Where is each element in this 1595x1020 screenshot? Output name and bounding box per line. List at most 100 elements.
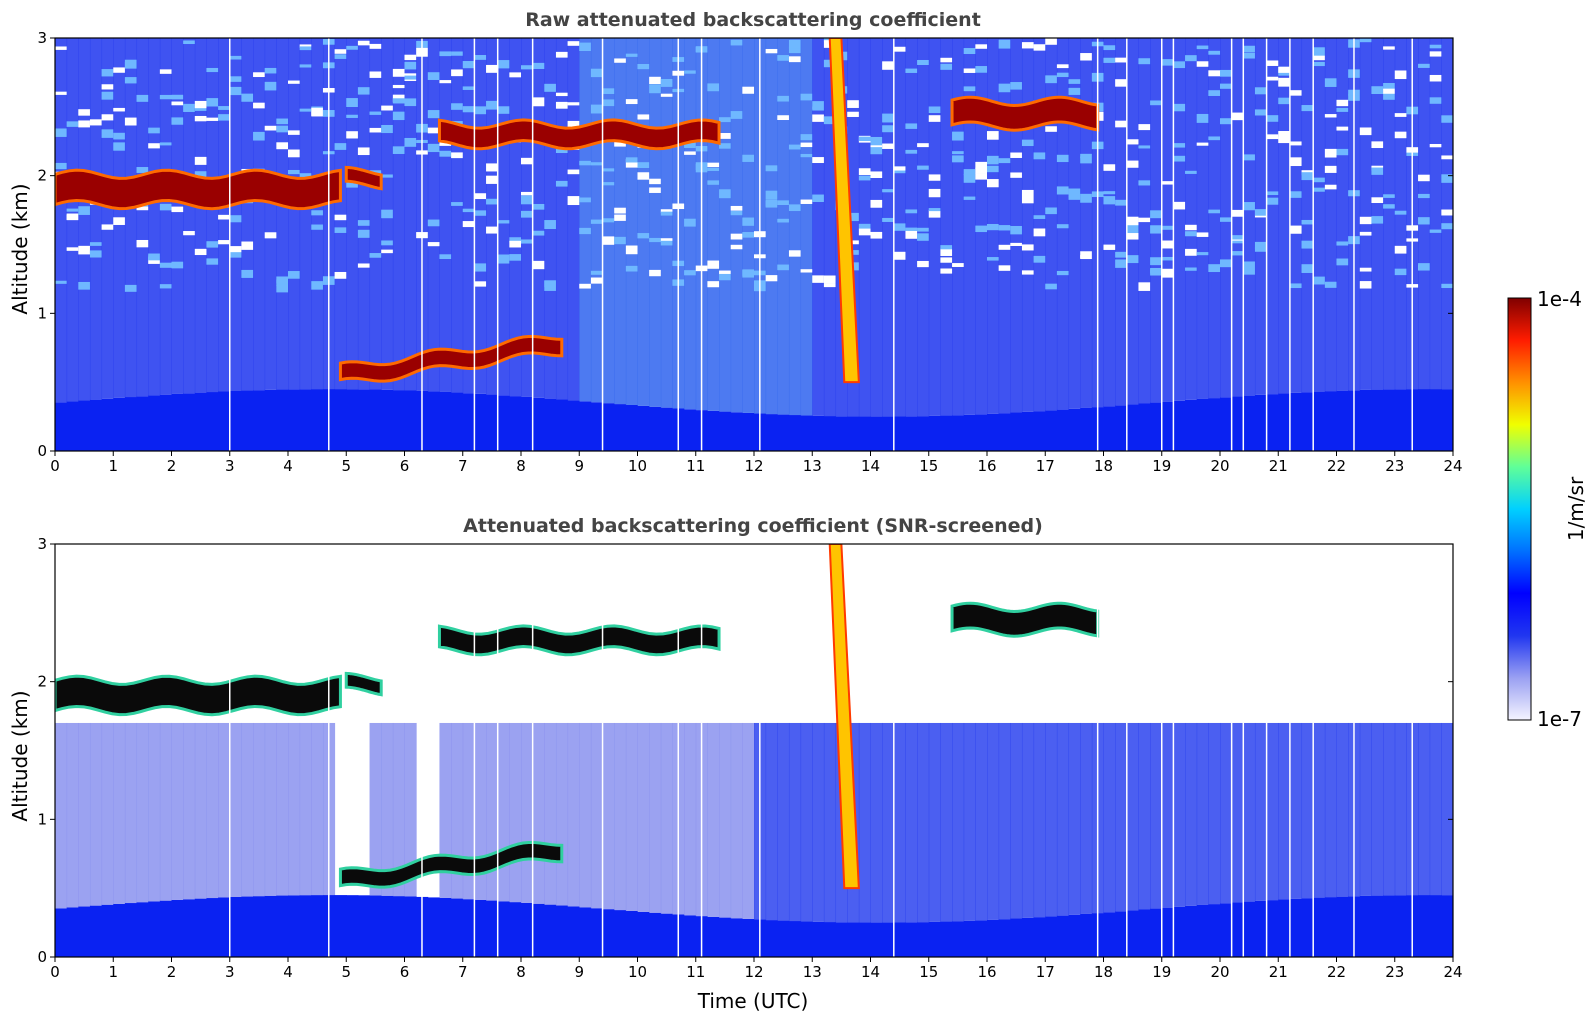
signal-noise-cell: [649, 722, 662, 913]
noise-speckle: [381, 240, 394, 246]
signal-noise-cell: [1056, 722, 1070, 916]
noise-speckle: [1045, 75, 1058, 84]
aerosol-boundary-layer-cell: [1033, 411, 1046, 451]
noise-speckle: [1243, 261, 1256, 271]
noise-speckle: [113, 132, 126, 140]
noise-speckle: [870, 142, 883, 150]
aerosol-boundary-layer-cell: [625, 910, 638, 957]
noise-speckle: [963, 196, 976, 200]
noise-speckle: [1359, 38, 1372, 43]
noise-speckle: [346, 182, 359, 188]
noise-speckle: [1080, 153, 1093, 159]
aerosol-boundary-layer-cell: [987, 919, 1000, 957]
noise-speckle: [1033, 44, 1046, 51]
noise-speckle: [299, 46, 312, 51]
signal-noise-cell: [78, 38, 91, 401]
noise-speckle: [882, 143, 895, 149]
noise-speckle: [357, 147, 371, 156]
signal-noise-cell: [823, 722, 837, 923]
aerosol-boundary-layer-cell: [1418, 389, 1431, 451]
cloud-layer: [55, 168, 342, 211]
signal-noise-cell: [998, 722, 1011, 920]
noise-speckle: [882, 189, 895, 193]
noise-speckle: [299, 108, 312, 112]
noise-speckle: [241, 241, 254, 250]
noise-speckle: [497, 220, 510, 224]
aerosol-boundary-layer-cell: [253, 390, 266, 451]
aerosol-boundary-layer-cell: [1313, 391, 1326, 451]
noise-speckle: [241, 93, 254, 102]
aerosol-boundary-layer-cell: [1021, 411, 1035, 451]
noise-speckle: [1045, 126, 1058, 132]
signal-noise-cell: [963, 722, 976, 921]
noise-speckle: [1289, 283, 1303, 289]
colorbar-min-label: 1e-7: [1537, 707, 1582, 731]
signal-noise-cell: [404, 722, 417, 897]
noise-speckle: [1418, 193, 1431, 199]
noise-speckle: [1033, 228, 1046, 237]
noise-speckle: [159, 142, 172, 146]
aerosol-boundary-layer-cell: [835, 416, 848, 451]
aerosol-boundary-layer-cell: [1278, 393, 1291, 451]
noise-speckle: [427, 219, 440, 227]
signal-noise-cell: [1324, 38, 1337, 392]
noise-speckle: [346, 98, 359, 107]
signal-noise-cell: [288, 38, 301, 390]
colorbar-max-label: 1e-4: [1537, 287, 1582, 311]
signal-noise-cell: [1033, 38, 1046, 412]
noise-speckle: [299, 64, 312, 68]
noise-speckle: [812, 157, 825, 164]
noise-speckle: [1010, 82, 1023, 90]
aerosol-boundary-layer-cell: [917, 416, 930, 451]
noise-speckle: [1138, 145, 1151, 149]
signal-noise-cell: [1243, 722, 1256, 902]
aerosol-boundary-layer-cell: [544, 904, 557, 957]
x-tick-label: 19: [1152, 457, 1171, 475]
noise-speckle: [381, 124, 394, 134]
noise-speckle: [78, 109, 91, 116]
noise-speckle: [474, 263, 487, 272]
aerosol-boundary-layer-cell: [1371, 895, 1384, 957]
noise-speckle: [1394, 245, 1407, 254]
noise-speckle: [113, 107, 126, 112]
noise-speckle: [1126, 233, 1139, 240]
aerosol-boundary-layer-cell: [1394, 389, 1407, 451]
noise-speckle: [1033, 255, 1046, 263]
noise-speckle: [1301, 219, 1314, 225]
signal-noise-cell: [963, 38, 976, 415]
noise-speckle: [369, 43, 382, 49]
noise-speckle: [952, 131, 965, 141]
signal-noise-cell: [1301, 722, 1314, 899]
aerosol-boundary-layer-cell: [532, 397, 545, 451]
y-tick-label: 0: [37, 948, 47, 966]
noise-speckle: [1126, 160, 1139, 168]
aerosol-boundary-layer-cell: [136, 902, 149, 957]
noise-speckle: [1231, 209, 1244, 217]
noise-speckle: [567, 120, 580, 130]
noise-speckle: [89, 242, 103, 246]
noise-speckle: [486, 64, 499, 73]
noise-speckle: [486, 226, 499, 234]
aerosol-boundary-layer-cell: [253, 896, 266, 957]
noise-speckle: [194, 248, 207, 256]
noise-speckle: [1220, 217, 1233, 222]
aerosol-boundary-layer-cell: [148, 901, 161, 957]
noise-speckle: [987, 223, 1000, 231]
signal-noise-cell: [905, 722, 918, 923]
noise-speckle: [788, 39, 802, 49]
noise-speckle: [1173, 201, 1186, 210]
noise-speckle: [229, 76, 242, 82]
noise-speckle: [1289, 157, 1303, 167]
aerosol-boundary-layer-cell: [719, 411, 732, 451]
noise-speckle: [602, 182, 615, 186]
aerosol-boundary-layer-cell: [649, 912, 662, 957]
noise-speckle: [1336, 107, 1349, 112]
signal-noise-cell: [183, 722, 196, 900]
noise-speckle: [870, 231, 883, 239]
noise-speckle: [101, 114, 114, 121]
noise-speckle: [66, 213, 79, 220]
noise-speckle: [893, 226, 906, 231]
noise-speckle: [928, 188, 941, 198]
aerosol-boundary-layer-cell: [89, 905, 103, 957]
noise-speckle: [660, 211, 673, 216]
